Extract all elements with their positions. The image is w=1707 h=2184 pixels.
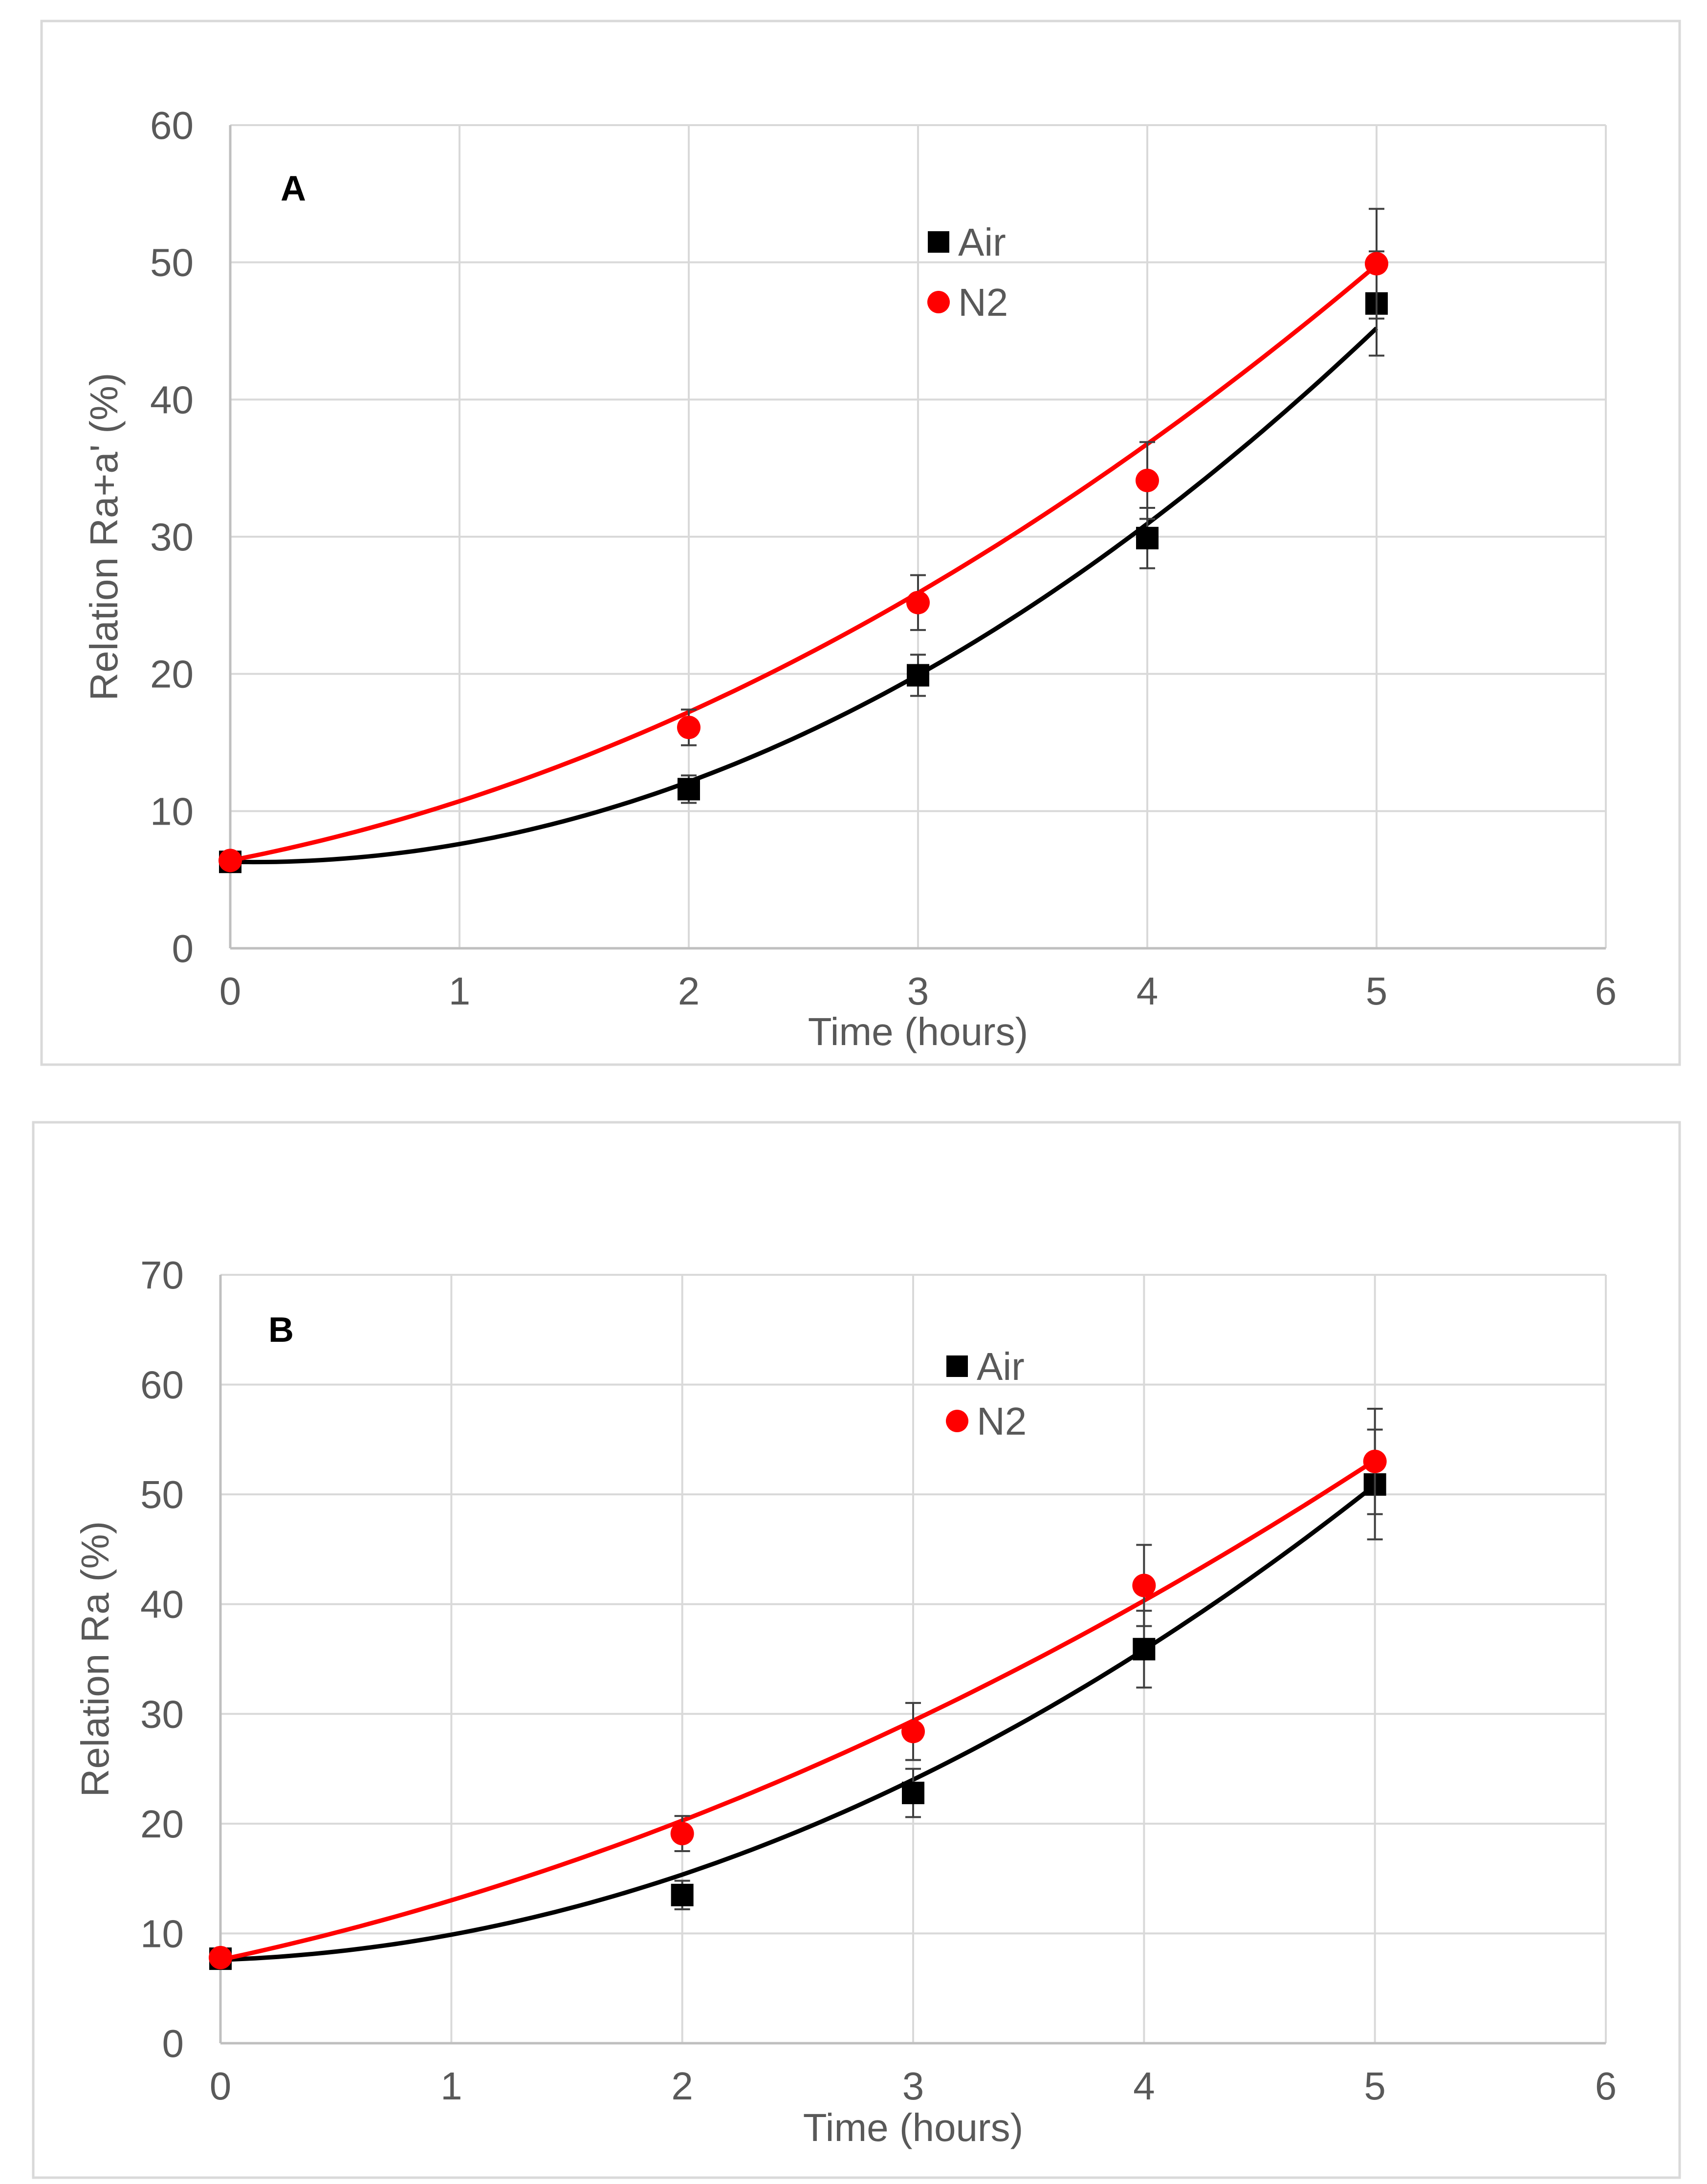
x-tick-label: 2 [671,2064,693,2108]
data-point-n2 [219,849,242,873]
legend-label: N2 [958,281,1008,324]
x-tick-label: 4 [1137,969,1159,1013]
y-tick-label: 60 [140,1363,184,1407]
x-tick-label: 0 [219,969,241,1013]
y-tick-label: 0 [162,2022,184,2065]
data-point-n2 [1132,1573,1156,1597]
trend-line-n2 [220,1458,1377,1962]
x-tick-label: 3 [907,969,929,1013]
y-axis-title: Relation Ra+a' (%) [82,372,126,700]
data-point-air [678,778,700,801]
x-tick-label: 2 [678,969,700,1013]
legend-marker-circle [946,1410,968,1432]
trend-line-n2 [230,263,1378,863]
data-point-air [902,1781,924,1804]
y-axis-title: Relation Ra (%) [73,1521,117,1797]
chart-panel-a: 0 10 20 30 40 50 60 0 1 2 3 4 5 6 Time (hours) Relation… [40,20,1681,1066]
legend-marker-circle [927,291,950,313]
y-tick-label: 10 [150,789,194,833]
chart-panel-b: 0 10 20 30 40 50 60 70 0 1 2 3 4 5 6 Time (hours) Relati… [32,1121,1681,2179]
x-tick-label: 6 [1595,2064,1617,2108]
data-point-air [907,664,929,687]
y-tick-label: 40 [140,1583,184,1626]
data-point-n2 [1365,252,1388,276]
data-point-n2 [901,1720,925,1744]
trend-line-air [220,1483,1377,1962]
legend-label: Air [958,220,1006,264]
data-point-air [1133,1638,1156,1660]
x-axis-title: Time (hours) [803,2106,1023,2149]
trend-line-air [230,327,1379,865]
legend-marker-square [946,1355,968,1377]
x-axis-title: Time (hours) [808,1010,1028,1053]
data-point-n2 [1136,468,1159,492]
x-tick-label: 1 [449,969,471,1013]
x-tick-label: 3 [902,2064,924,2108]
legend-label: N2 [977,1399,1027,1443]
x-tick-label: 5 [1366,969,1388,1013]
y-tick-label: 40 [150,378,194,421]
data-point-air [1136,526,1159,549]
y-tick-label: 70 [140,1253,184,1297]
panel-label: B [268,1310,294,1350]
data-point-n2 [670,1822,694,1846]
y-tick-label: 10 [140,1912,184,1955]
chart-frame [40,20,1681,1066]
y-tick-label: 0 [172,927,194,970]
chart-frame [32,1121,1681,2179]
y-tick-label: 50 [150,241,194,284]
y-tick-label: 20 [140,1802,184,1846]
y-tick-label: 60 [150,104,194,147]
data-point-air [671,1883,694,1906]
y-tick-label: 50 [140,1473,184,1516]
data-point-n2 [1363,1449,1387,1473]
x-tick-label: 6 [1595,969,1617,1013]
x-tick-label: 1 [440,2064,462,2108]
data-point-n2 [906,590,930,614]
y-tick-label: 30 [140,1692,184,1736]
y-tick-label: 30 [150,515,194,559]
y-tick-label: 20 [150,653,194,696]
x-tick-label: 5 [1364,2064,1386,2108]
legend-marker-square [928,231,949,253]
panel-label: A [281,169,306,208]
legend-label: Air [977,1345,1025,1388]
data-point-n2 [209,1945,232,1969]
x-tick-label: 4 [1133,2064,1155,2108]
data-point-n2 [677,716,700,740]
x-tick-label: 0 [210,2064,232,2108]
